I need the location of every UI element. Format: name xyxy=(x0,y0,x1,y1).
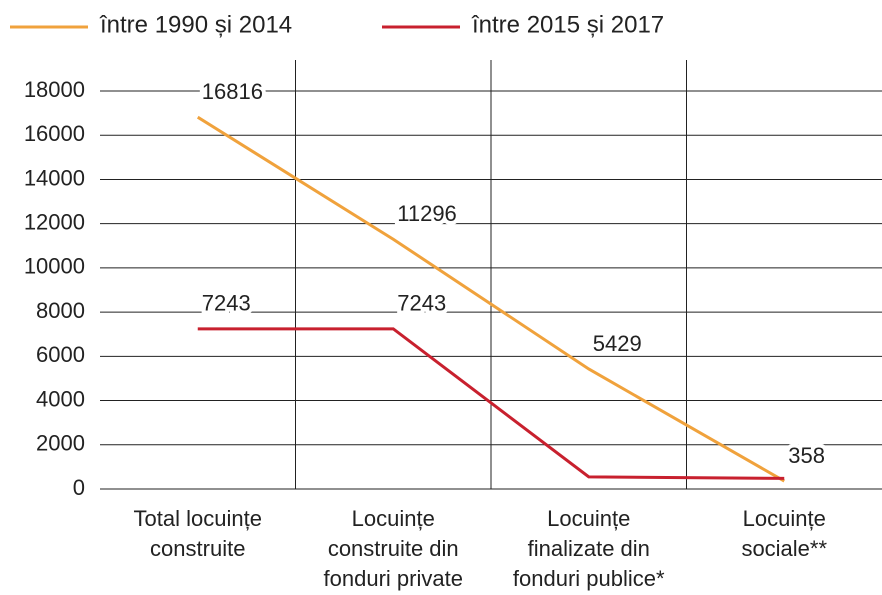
y-tick-label: 14000 xyxy=(24,165,85,190)
x-tick-label: finalizate din xyxy=(528,536,650,561)
data-label: 358 xyxy=(788,443,825,468)
x-tick-label: construite din xyxy=(328,536,459,561)
y-tick-label: 8000 xyxy=(36,298,85,323)
y-tick-label: 16000 xyxy=(24,121,85,146)
y-tick-label: 18000 xyxy=(24,77,85,102)
x-tick-label: Locuințe xyxy=(547,506,630,531)
x-tick-label: fonduri private xyxy=(324,566,463,591)
data-label: 7243 xyxy=(397,291,446,316)
data-label: 11296 xyxy=(397,201,457,226)
data-label: 16816 xyxy=(202,79,263,104)
y-tick-label: 6000 xyxy=(36,342,85,367)
data-label: 7243 xyxy=(202,291,251,316)
x-tick-label: sociale** xyxy=(741,536,827,561)
series-line xyxy=(197,327,785,480)
y-tick-label: 12000 xyxy=(24,209,85,234)
y-tick-label: 4000 xyxy=(36,386,85,411)
legend-label: între 1990 și 2014 xyxy=(99,11,292,38)
x-tick-label: Locuințe xyxy=(352,506,435,531)
x-tick-label: Total locuințe xyxy=(134,506,262,531)
y-tick-label: 10000 xyxy=(24,254,85,279)
series-line xyxy=(196,115,785,483)
y-tick-label: 0 xyxy=(73,475,85,500)
x-tick-label: construite xyxy=(150,536,245,561)
data-label: 5429 xyxy=(593,331,642,356)
legend-label: între 2015 și 2017 xyxy=(471,11,664,38)
x-tick-label: fonduri publice* xyxy=(513,566,665,591)
x-tick-label: Locuințe xyxy=(743,506,826,531)
y-tick-label: 2000 xyxy=(36,431,85,456)
